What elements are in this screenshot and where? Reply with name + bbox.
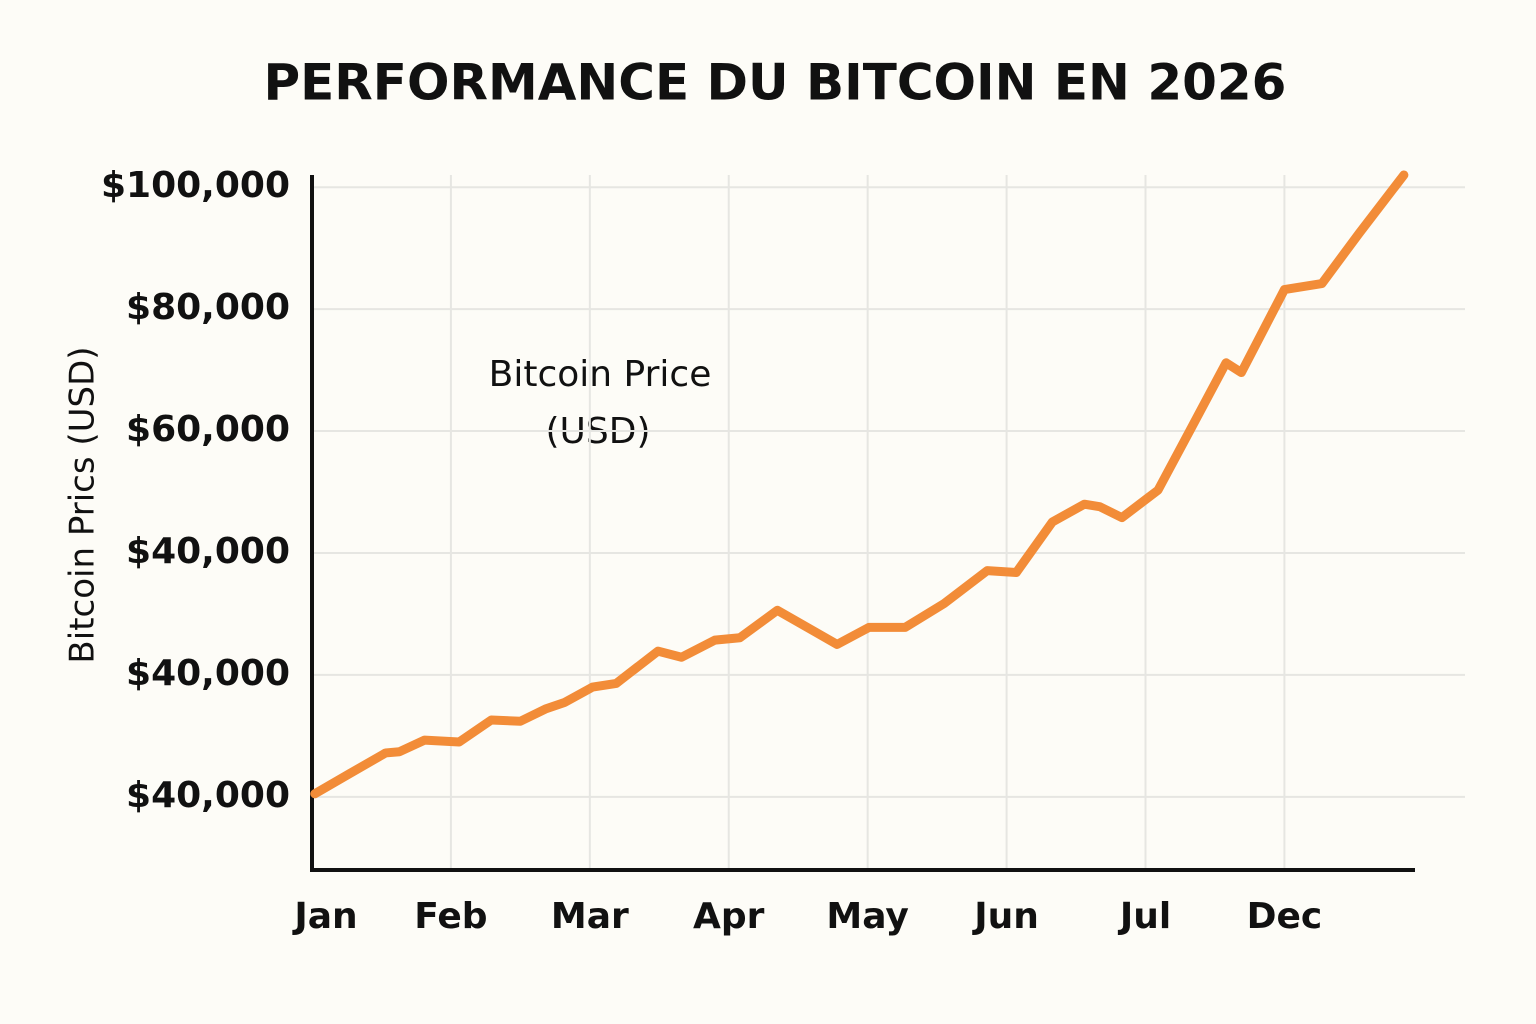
x-tick-label: Jun: [971, 896, 1039, 937]
price-line: [310, 170, 1409, 799]
y-tick-label: $80,000: [126, 287, 290, 328]
y-tick-label: $100,000: [101, 165, 290, 206]
y-tick-label: $60,000: [126, 409, 290, 450]
x-tick-label: Dec: [1247, 896, 1323, 937]
x-tick-label: Jan: [291, 896, 357, 937]
x-tick-label: Jul: [1117, 896, 1171, 937]
x-tick-label: Apr: [693, 896, 765, 937]
x-tick-label: May: [826, 896, 908, 937]
y-tick-label: $40,000: [126, 775, 290, 816]
x-tick-label: Mar: [551, 896, 629, 937]
y-tick-label: $40,000: [126, 531, 290, 572]
y-axis-label: Bitcoin Prics (USD): [63, 346, 103, 663]
y-tick-label: $40,000: [126, 653, 290, 694]
chart-title: PERFORMANCE DU BITCOIN EN 2026: [264, 54, 1287, 112]
annotation: Bitcoin Price: [489, 354, 712, 395]
x-tick-label: Feb: [414, 896, 487, 937]
